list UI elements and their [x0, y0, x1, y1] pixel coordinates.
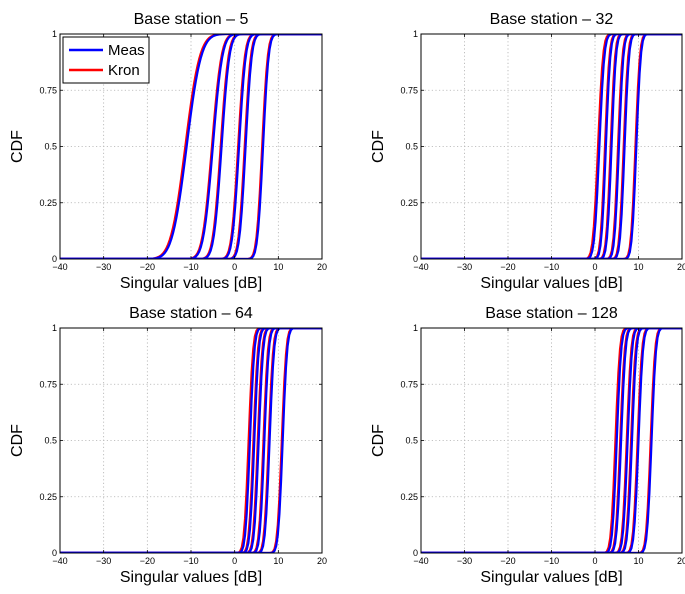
- x-tick-label: 0: [232, 262, 237, 272]
- y-tick-label: 0.5: [405, 436, 418, 446]
- y-tick-label: 0: [52, 254, 57, 264]
- x-tick-label: 20: [677, 556, 685, 566]
- panel-4: −40 −30 −20 −10 0 10 20 0 0.25 0.5 0.75 1 Base stati…: [370, 305, 685, 586]
- y-axis-title: CDF: [9, 130, 26, 163]
- x-tick-label: 10: [273, 556, 283, 566]
- x-tick-label: 0: [232, 556, 237, 566]
- panel-title: Base station – 64: [129, 305, 253, 322]
- x-tick-label: −30: [457, 556, 472, 566]
- legend-label-meas: Meas: [108, 42, 145, 59]
- x-tick-label: −40: [413, 556, 428, 566]
- y-tick-label: 0.25: [400, 492, 418, 502]
- x-axis-title: Singular values [dB]: [120, 569, 262, 586]
- x-tick-label: −20: [500, 262, 515, 272]
- y-tick-label: 0.75: [39, 85, 57, 95]
- x-tick-label: −40: [52, 262, 67, 272]
- x-tick-label: −20: [140, 556, 155, 566]
- x-tick-label: 0: [592, 262, 597, 272]
- panel-title: Base station – 5: [134, 11, 249, 28]
- x-tick-label: −40: [413, 262, 428, 272]
- x-tick-label: −30: [96, 262, 111, 272]
- y-tick-label: 1: [413, 29, 418, 39]
- x-tick-label: −30: [96, 556, 111, 566]
- x-axis-title: Singular values [dB]: [120, 275, 262, 292]
- legend-label-kron: Kron: [108, 62, 140, 79]
- cdf-curve-meas: [60, 328, 322, 553]
- cdf-curve-meas: [421, 34, 682, 259]
- cdf-curve-meas: [60, 34, 322, 259]
- cdf-curve-meas: [421, 328, 682, 553]
- x-tick-label: −10: [544, 262, 559, 272]
- legend: Meas Kron: [62, 36, 150, 84]
- y-tick-label: 1: [413, 323, 418, 333]
- x-tick-label: −40: [52, 556, 67, 566]
- x-tick-label: −10: [183, 262, 198, 272]
- x-tick-label: −10: [183, 556, 198, 566]
- x-tick-label: 20: [677, 262, 685, 272]
- panel-3: −40 −30 −20 −10 0 10 20 0 0.25 0.5 0.75 1 Base stati…: [9, 305, 327, 586]
- x-tick-label: 20: [317, 556, 327, 566]
- y-tick-label: 0: [52, 548, 57, 558]
- legend-box: [62, 36, 150, 84]
- x-axis-title: Singular values [dB]: [480, 275, 622, 292]
- y-tick-label: 0.25: [400, 198, 418, 208]
- x-tick-label: 10: [273, 262, 283, 272]
- y-axis-title: CDF: [370, 130, 387, 163]
- x-tick-label: −20: [500, 556, 515, 566]
- x-tick-label: 0: [592, 556, 597, 566]
- y-tick-label: 0.75: [400, 379, 418, 389]
- y-axis-title: CDF: [9, 424, 26, 457]
- y-tick-label: 0.75: [400, 85, 418, 95]
- x-tick-label: 20: [317, 262, 327, 272]
- y-tick-label: 0.5: [405, 142, 418, 152]
- x-tick-label: 10: [633, 262, 643, 272]
- y-tick-label: 0.5: [44, 436, 57, 446]
- cdf-curve-kron: [60, 34, 322, 259]
- y-tick-label: 1: [52, 323, 57, 333]
- y-tick-label: 0.75: [39, 379, 57, 389]
- y-tick-label: 1: [52, 29, 57, 39]
- y-tick-label: 0.25: [39, 492, 57, 502]
- x-axis-title: Singular values [dB]: [480, 569, 622, 586]
- x-tick-label: −30: [457, 262, 472, 272]
- y-tick-label: 0.5: [44, 142, 57, 152]
- panel-title: Base station – 128: [485, 305, 618, 322]
- x-tick-label: −20: [140, 262, 155, 272]
- panel-1: −40 −30 −20 −10 0 10 20 0 0.25 0.5 0.75 1 Base stati…: [9, 11, 327, 292]
- y-tick-label: 0.25: [39, 198, 57, 208]
- panel-2: −40 −30 −20 −10 0 10 20 0 0.25 0.5 0.75 1 Base stati…: [370, 11, 685, 292]
- y-axis-title: CDF: [370, 424, 387, 457]
- x-tick-label: 10: [633, 556, 643, 566]
- cdf-curve-meas: [421, 328, 682, 553]
- x-tick-label: −10: [544, 556, 559, 566]
- y-tick-label: 0: [413, 548, 418, 558]
- y-tick-label: 0: [413, 254, 418, 264]
- panel-title: Base station – 32: [490, 11, 614, 28]
